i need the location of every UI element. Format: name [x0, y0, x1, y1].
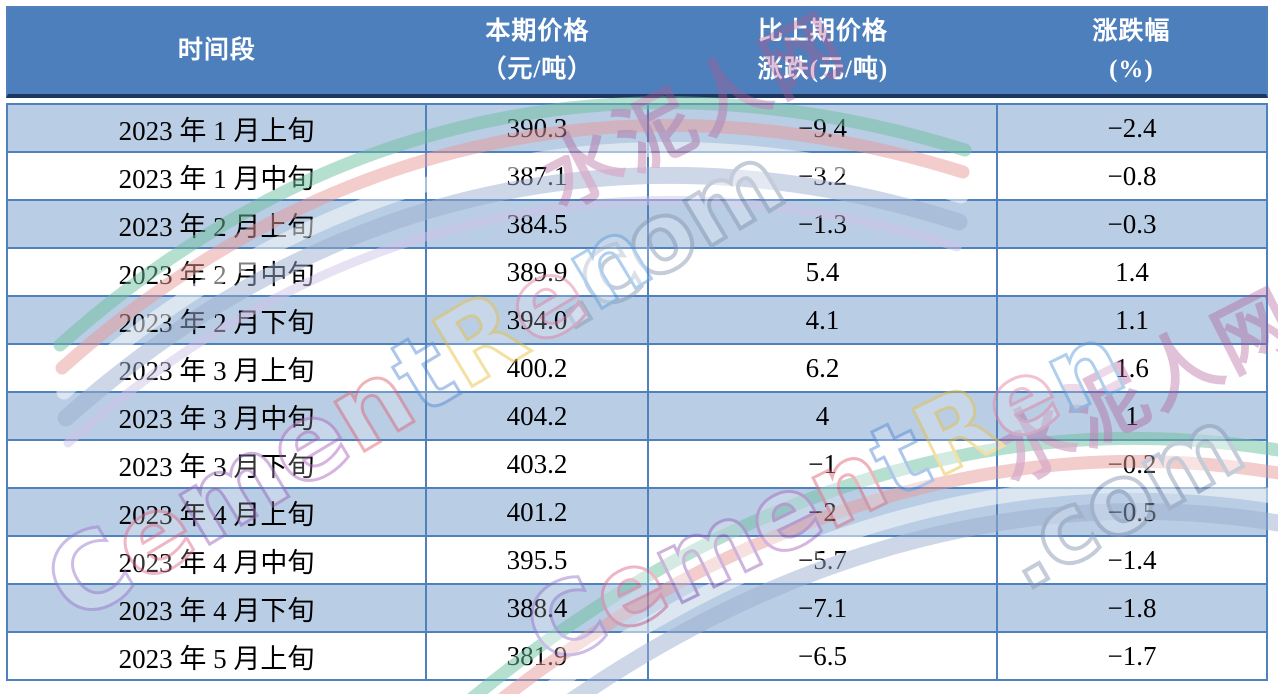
- price-table: 时间段 本期价格 （元/吨） 比上期价格 涨跌(元/吨) 涨跌幅 (%) 202…: [6, 6, 1268, 681]
- period-cell: 2023 年 2 月下旬: [8, 297, 427, 343]
- period-cell: 2023 年 5 月上旬: [8, 633, 427, 679]
- change-cell: 6.2: [649, 345, 998, 391]
- price-cell: 403.2: [427, 441, 649, 487]
- change-cell: −1: [649, 441, 998, 487]
- change-cell: 4.1: [649, 297, 998, 343]
- period-cell: 2023 年 1 月中旬: [8, 153, 427, 199]
- header-col-pct-line2: (%): [1109, 56, 1154, 83]
- pct-cell: −1.4: [1107, 544, 1157, 575]
- change-cell: −7.1: [649, 585, 998, 631]
- period-cell: 2023 年 2 月上旬: [8, 201, 427, 247]
- period-cell: 2023 年 4 月下旬: [8, 585, 427, 631]
- table-row: 2023 年 1 月上旬 390.3 −9.4 −2.4: [8, 105, 1266, 153]
- table-row: 2023 年 5 月上旬 381.9 −6.5 −1.7: [8, 633, 1266, 679]
- table-row: 2023 年 4 月上旬 401.2 −2 −0.5: [8, 489, 1266, 537]
- table-row: 2023 年 3 月上旬 400.2 6.2 1.6: [8, 345, 1266, 393]
- price-cell: 404.2: [427, 393, 649, 439]
- pct-cell: 1: [1125, 400, 1139, 431]
- table-body: 2023 年 1 月上旬 390.3 −9.4 −2.4 2023 年 1 月中…: [6, 103, 1268, 681]
- price-cell: 381.9: [427, 633, 649, 679]
- header-col-period: 时间段: [8, 8, 426, 94]
- header-col-change-line2: 涨跌(元/吨): [757, 56, 889, 83]
- change-cell: 5.4: [649, 249, 998, 295]
- table-header-row: 时间段 本期价格 （元/吨） 比上期价格 涨跌(元/吨) 涨跌幅 (%): [6, 6, 1268, 98]
- table-row: 2023 年 3 月中旬 404.2 4 1: [8, 393, 1266, 441]
- price-cell: 384.5: [427, 201, 649, 247]
- header-col-pct-line1: 涨跌幅: [1092, 18, 1171, 45]
- period-cell: 2023 年 3 月上旬: [8, 345, 427, 391]
- change-cell: −5.7: [649, 537, 998, 583]
- change-cell: 4: [649, 393, 998, 439]
- table-row: 2023 年 2 月中旬 389.9 5.4 1.4: [8, 249, 1266, 297]
- period-cell: 2023 年 2 月中旬: [8, 249, 427, 295]
- pct-cell: −0.2: [1107, 448, 1157, 479]
- price-cell: 389.9: [427, 249, 649, 295]
- pct-cell: −1.7: [1107, 640, 1157, 671]
- period-cell: 2023 年 4 月上旬: [8, 489, 427, 535]
- header-col-price-line2: （元/吨）: [481, 56, 594, 83]
- pct-cell: −2.4: [1107, 112, 1157, 143]
- change-cell: −3.2: [649, 153, 998, 199]
- period-cell: 2023 年 4 月中旬: [8, 537, 427, 583]
- header-col-period-label: 时间段: [177, 37, 256, 64]
- table-row: 2023 年 4 月中旬 395.5 −5.7 −1.4: [8, 537, 1266, 585]
- header-col-price-line1: 本期价格: [485, 18, 590, 45]
- price-cell: 400.2: [427, 345, 649, 391]
- period-cell: 2023 年 3 月下旬: [8, 441, 427, 487]
- table-row: 2023 年 2 月下旬 394.0 4.1 1.1: [8, 297, 1266, 345]
- pct-cell: 1.6: [1115, 352, 1149, 383]
- pct-cell: −0.5: [1107, 496, 1157, 527]
- pct-cell: 1.1: [1115, 304, 1149, 335]
- table-row: 2023 年 3 月下旬 403.2 −1 −0.2: [8, 441, 1266, 489]
- table-row: 2023 年 1 月中旬 387.1 −3.2 −0.8: [8, 153, 1266, 201]
- period-cell: 2023 年 1 月上旬: [8, 105, 427, 151]
- table-row: 2023 年 2 月上旬 384.5 −1.3 −0.3: [8, 201, 1266, 249]
- change-cell: −1.3: [649, 201, 998, 247]
- header-col-price: 本期价格 （元/吨）: [426, 8, 649, 94]
- period-cell: 2023 年 3 月中旬: [8, 393, 427, 439]
- price-cell: 401.2: [427, 489, 649, 535]
- pct-cell: −0.3: [1107, 208, 1157, 239]
- pct-cell: 1.4: [1115, 256, 1149, 287]
- price-cell: 395.5: [427, 537, 649, 583]
- header-col-change: 比上期价格 涨跌(元/吨): [649, 8, 997, 94]
- price-cell: 390.3: [427, 105, 649, 151]
- pct-cell: −1.8: [1107, 592, 1157, 623]
- table-row: 2023 年 4 月下旬 388.4 −7.1 −1.8: [8, 585, 1266, 633]
- header-col-change-line1: 比上期价格: [757, 18, 888, 45]
- header-col-pct: 涨跌幅 (%): [997, 8, 1266, 94]
- change-cell: −6.5: [649, 633, 998, 679]
- change-cell: −9.4: [649, 105, 998, 151]
- price-cell: 388.4: [427, 585, 649, 631]
- price-cell: 394.0: [427, 297, 649, 343]
- change-cell: −2: [649, 489, 998, 535]
- pct-cell: −0.8: [1107, 160, 1157, 191]
- price-cell: 387.1: [427, 153, 649, 199]
